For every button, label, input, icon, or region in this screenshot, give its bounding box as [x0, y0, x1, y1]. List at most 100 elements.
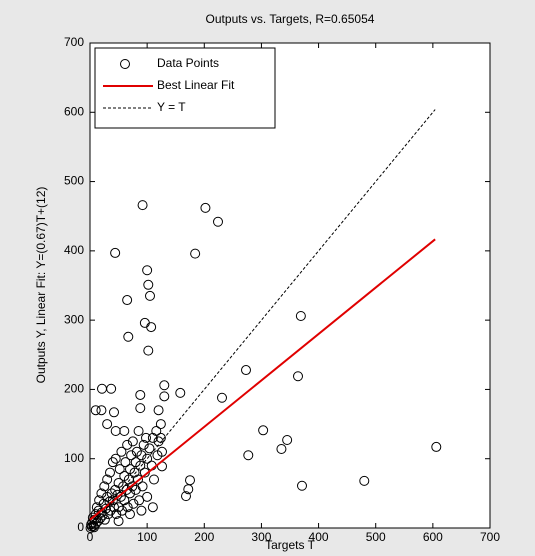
legend-marker	[120, 59, 130, 69]
data-point	[133, 426, 144, 436]
data-point	[155, 419, 166, 430]
data-point	[146, 322, 157, 333]
data-point	[153, 405, 164, 416]
data-point	[125, 509, 135, 520]
data-point	[120, 457, 131, 468]
data-point	[106, 488, 117, 499]
data-point	[126, 450, 137, 461]
data-point	[243, 450, 254, 461]
data-point	[109, 407, 119, 418]
data-point	[143, 279, 154, 290]
data-point	[159, 380, 170, 391]
data-point	[142, 265, 153, 276]
data-point	[90, 405, 101, 416]
data-point	[190, 248, 201, 259]
y-tick-label: 100	[64, 451, 84, 465]
data-point	[125, 488, 135, 499]
data-point	[102, 419, 113, 430]
data-point	[101, 503, 111, 514]
data-point	[102, 474, 113, 485]
data-point	[175, 387, 186, 398]
data-point	[127, 436, 138, 447]
data-point	[157, 446, 167, 457]
data-point	[113, 516, 124, 527]
data-point	[359, 475, 370, 486]
chart-title: Outputs vs. Targets, R=0.65054	[206, 12, 375, 26]
data-point	[147, 432, 158, 443]
data-point	[137, 200, 148, 211]
data-point	[128, 498, 139, 509]
y-tick-label: 700	[64, 35, 84, 49]
data-point	[137, 481, 148, 492]
y-tick-label: 600	[64, 104, 84, 118]
data-point	[213, 216, 223, 227]
y-tick-label: 500	[64, 174, 84, 188]
x-tick-label: 600	[423, 530, 443, 544]
data-point	[431, 441, 442, 452]
data-point	[258, 425, 269, 436]
data-point	[153, 436, 164, 447]
data-point	[122, 502, 133, 513]
data-point	[297, 480, 307, 491]
data-point	[123, 331, 134, 342]
data-point	[159, 391, 170, 402]
data-point	[99, 514, 110, 525]
x-tick-label: 100	[137, 530, 157, 544]
data-point	[107, 457, 118, 468]
data-point	[145, 290, 155, 301]
data-point	[142, 453, 153, 464]
y-axis-label: Outputs Y, Linear Fit: Y=(0.67)T+(12)	[34, 187, 48, 384]
data-point	[85, 523, 96, 533]
data-point	[135, 389, 146, 400]
legend-label: Y = T	[157, 100, 186, 114]
data-point	[200, 202, 211, 213]
data-point	[106, 383, 117, 394]
data-point	[110, 247, 121, 258]
x-tick-label: 0	[87, 530, 94, 544]
x-tick-label: 400	[309, 530, 329, 544]
y-tick-label: 0	[77, 520, 84, 534]
data-point	[141, 432, 151, 443]
data-point	[135, 460, 146, 471]
data-point	[119, 495, 130, 506]
fit-line	[89, 238, 436, 521]
data-point	[114, 464, 125, 475]
data-point	[144, 443, 155, 454]
data-point	[142, 491, 153, 502]
data-point	[136, 450, 147, 461]
data-point	[133, 474, 143, 485]
data-point	[96, 405, 107, 416]
data-point	[276, 444, 287, 455]
data-point	[295, 310, 306, 321]
data-point	[129, 467, 140, 478]
y-tick-label: 200	[64, 382, 84, 396]
data-point	[138, 439, 149, 450]
y-tick-label: 300	[64, 312, 84, 326]
legend-label: Data Points	[157, 56, 219, 70]
legend-label: Best Linear Fit	[157, 78, 235, 92]
data-point	[183, 484, 194, 495]
data-point	[127, 481, 138, 492]
x-tick-label: 300	[251, 530, 271, 544]
data-point	[103, 509, 114, 520]
data-point	[130, 484, 141, 495]
data-point	[95, 513, 106, 524]
data-point	[151, 426, 162, 436]
data-point	[136, 505, 147, 516]
legend-box	[94, 47, 276, 129]
data-point	[105, 467, 115, 478]
data-point	[119, 426, 130, 436]
identity-line	[89, 109, 436, 529]
data-point	[99, 481, 110, 492]
data-point	[110, 453, 121, 464]
data-point	[241, 365, 251, 376]
x-tick-label: 700	[480, 530, 500, 544]
data-point	[282, 435, 293, 446]
x-tick-label: 500	[366, 530, 386, 544]
data-point	[217, 392, 227, 403]
data-point	[96, 488, 107, 499]
data-point	[293, 371, 303, 382]
data-point	[122, 439, 133, 450]
y-tick-label: 400	[64, 243, 84, 257]
